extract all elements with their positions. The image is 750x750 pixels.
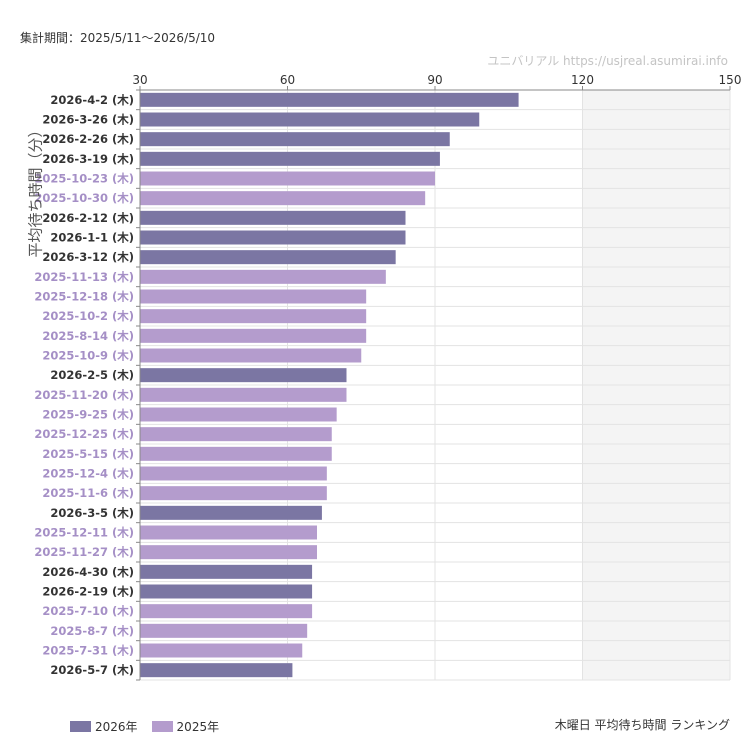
category-label: 2025-10-2 (木) [42,309,134,323]
bar[interactable] [140,427,332,442]
bar[interactable] [140,151,440,166]
bar[interactable] [140,525,317,540]
bar[interactable] [140,171,435,186]
bar[interactable] [140,132,450,147]
bar[interactable] [140,545,317,560]
category-label: 2025-11-20 (木) [34,388,134,402]
category-label: 2025-8-7 (木) [50,624,134,638]
bar[interactable] [140,604,313,619]
category-label: 2025-11-13 (木) [34,270,134,284]
category-label: 2026-2-5 (木) [50,368,134,382]
legend: 2026年 2025年 [70,718,233,735]
category-label: 2026-2-19 (木) [42,585,134,599]
x-tick-label: 150 [719,73,742,87]
category-label: 2026-4-2 (木) [50,93,134,107]
bar[interactable] [140,210,406,225]
bar[interactable] [140,407,337,422]
x-tick-label: 60 [280,73,295,87]
bar[interactable] [140,486,327,501]
legend-swatch-2025 [151,721,173,732]
category-label: 2026-4-30 (木) [42,565,134,579]
category-label: 2026-3-5 (木) [50,506,134,520]
legend-label-2025: 2025年 [176,720,220,734]
legend-label-2026: 2026年 [95,720,138,734]
bar[interactable] [140,466,327,481]
category-label: 2026-3-19 (木) [42,152,134,166]
bar[interactable] [140,505,322,520]
category-label: 2026-2-26 (木) [42,132,134,146]
category-label: 2025-11-6 (木) [42,486,134,500]
category-label: 2025-11-27 (木) [34,545,134,559]
period-label: 集計期間：2025/5/11〜2026/5/10 [20,31,216,45]
x-tick-label: 30 [132,73,147,87]
category-label: 2025-12-11 (木) [34,526,134,540]
category-label: 2026-3-26 (木) [42,113,134,127]
category-label: 2026-1-1 (木) [50,231,134,245]
bar[interactable] [140,92,519,107]
category-label: 2025-8-14 (木) [42,329,134,343]
legend-item-2025[interactable]: 2025年 [151,718,220,735]
category-label: 2025-9-25 (木) [42,408,134,422]
category-label: 2025-7-31 (木) [42,644,134,658]
bar[interactable] [140,446,332,461]
bar[interactable] [140,191,426,206]
y-axis-label: 平均待ち時間（分） [27,122,45,257]
category-label: 2026-5-7 (木) [50,663,134,677]
bar[interactable] [140,309,367,324]
category-label: 2025-12-25 (木) [34,427,134,441]
x-tick-label: 90 [427,73,442,87]
category-label: 2025-7-10 (木) [42,604,134,618]
x-tick-label: 120 [571,73,594,87]
bar[interactable] [140,584,313,599]
category-label: 2025-12-18 (木) [34,290,134,304]
category-label: 2026-3-12 (木) [42,250,134,264]
bar[interactable] [140,348,362,363]
legend-swatch-2026 [70,721,91,732]
bar[interactable] [140,289,367,304]
bar[interactable] [140,643,303,658]
bar[interactable] [140,387,347,402]
category-label: 2025-5-15 (木) [42,447,134,461]
bar[interactable] [140,663,293,678]
site-watermark: ユニバリアル https://usjreal.asumirai.info [487,54,728,68]
bar[interactable] [140,112,480,127]
legend-item-2026[interactable]: 2026年 [70,718,138,735]
bar[interactable] [140,230,406,245]
category-label: 2025-10-9 (木) [42,349,134,363]
bar[interactable] [140,368,347,383]
category-label: 2025-10-30 (木) [34,191,134,205]
category-label: 2025-12-4 (木) [42,467,134,481]
bar[interactable] [140,269,386,284]
chart-caption: 木曜日 平均待ち時間 ランキング [554,718,730,732]
bar[interactable] [140,623,308,638]
category-label: 2025-10-23 (木) [34,172,134,186]
category-label: 2026-2-12 (木) [42,211,134,225]
bar[interactable] [140,564,313,579]
bar[interactable] [140,328,367,343]
bar[interactable] [140,250,396,265]
